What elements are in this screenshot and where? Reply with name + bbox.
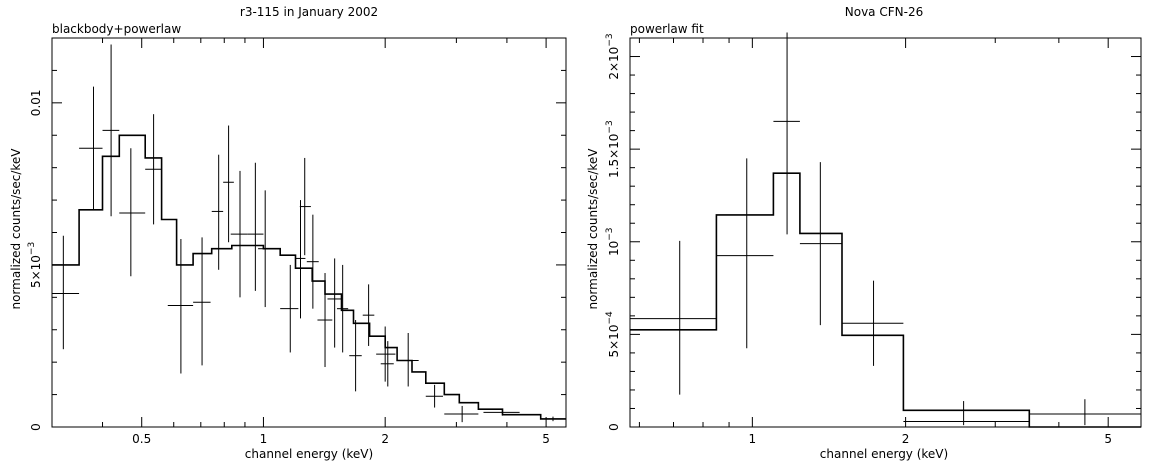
data-point — [52, 235, 80, 350]
data-point — [223, 125, 234, 243]
data-point — [376, 326, 396, 382]
data-point — [540, 416, 566, 422]
data-point — [483, 409, 520, 416]
y-tick-label: 5×10−4 — [605, 311, 621, 358]
data-point — [145, 114, 162, 225]
data-point — [230, 170, 248, 298]
x-tick-label: 1 — [749, 432, 757, 446]
y-tick-label: 1.5×10−3 — [605, 120, 621, 178]
data-point — [167, 238, 194, 374]
data-point — [306, 214, 319, 309]
data-point — [317, 273, 333, 368]
data-point — [362, 284, 375, 346]
data-point — [841, 280, 904, 366]
data-point — [716, 158, 774, 349]
data-point — [258, 190, 273, 308]
data-point — [295, 200, 306, 319]
x-tick-label: 5 — [1104, 432, 1112, 446]
y-tick-label: 0.01 — [29, 89, 43, 116]
x-tick-label: 2 — [902, 432, 910, 446]
x-tick-label: 1 — [260, 432, 268, 446]
data-points — [630, 32, 1141, 426]
panel-r3-115: r3-115 in January 2002 blackbody+powerla… — [9, 5, 567, 461]
plot-frame — [629, 37, 1142, 428]
plot-frame — [51, 37, 567, 428]
x-axis-label: channel energy (keV) — [820, 447, 948, 461]
model-histogram — [630, 172, 1141, 428]
data-point — [102, 44, 120, 217]
data-point — [280, 264, 299, 353]
data-point — [799, 162, 842, 326]
tick-labels: 0.5 1 2 5 0 5×10−3 0.01 — [27, 89, 550, 446]
data-point — [193, 237, 211, 366]
data-point — [444, 405, 479, 423]
model-step-line — [52, 134, 566, 420]
y-tick-label: 10−3 — [605, 227, 621, 256]
y-tick-label: 0 — [607, 423, 621, 431]
data-point — [119, 148, 146, 277]
data-point — [380, 341, 394, 387]
model-step-line — [630, 172, 1141, 428]
x-tick-label: 5 — [542, 432, 550, 446]
data-point — [1029, 399, 1141, 426]
data-point — [397, 332, 419, 387]
data-point — [349, 320, 362, 392]
y-tick-label: 0 — [29, 423, 43, 431]
x-tick-label: 2 — [381, 432, 389, 446]
data-point — [79, 86, 103, 210]
y-tick-label: 5×10−3 — [27, 242, 43, 288]
tick-labels: 1 2 5 0 5×10−4 10−3 1.5×10−3 2×10−3 — [605, 33, 1112, 446]
y-axis-label: normalized counts/sec/keV — [9, 148, 23, 310]
x-axis-label: channel energy (keV) — [245, 447, 373, 461]
data-point — [247, 162, 264, 291]
chart-title: r3-115 in January 2002 — [240, 5, 378, 19]
data-point — [211, 154, 224, 270]
model-histogram — [52, 134, 566, 420]
model-annotation: blackbody+powerlaw — [52, 22, 181, 36]
model-annotation: powerlaw fit — [630, 22, 704, 36]
data-point — [773, 32, 800, 235]
x-tick-label: 0.5 — [132, 432, 151, 446]
data-points — [52, 44, 566, 423]
chart-title: Nova CFN-26 — [845, 5, 923, 19]
data-point — [299, 157, 311, 256]
y-tick-label: 2×10−3 — [605, 33, 621, 79]
panel-nova-cfn-26: Nova CFN-26 powerlaw fit channel energy … — [586, 5, 1142, 461]
data-point — [630, 240, 717, 395]
y-axis-label: normalized counts/sec/keV — [586, 148, 600, 310]
axis-ticks — [630, 37, 1141, 428]
data-point — [336, 264, 349, 353]
axis-ticks — [51, 37, 566, 428]
data-point — [425, 384, 444, 408]
data-point — [903, 401, 1030, 426]
data-point — [327, 258, 342, 348]
